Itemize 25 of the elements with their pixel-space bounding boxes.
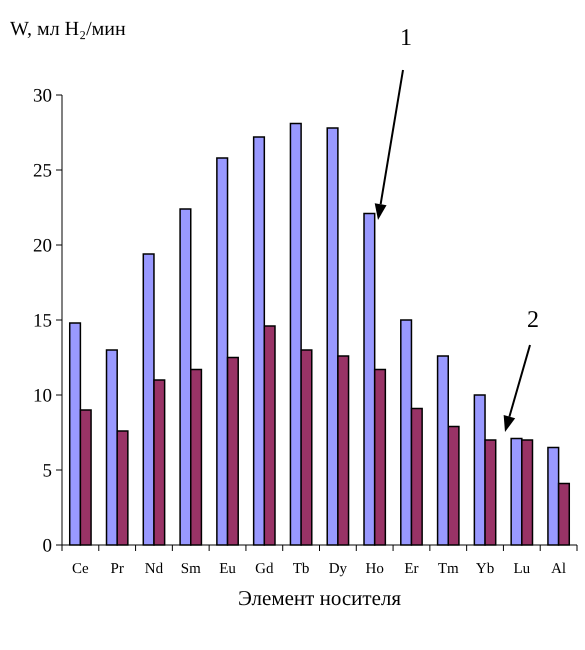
x-tick-label: Ho: [366, 561, 384, 577]
y-tick-label: 10: [33, 386, 52, 407]
x-tick-label: Eu: [219, 561, 236, 577]
y-tick-label: 30: [33, 86, 52, 107]
y-tick-label: 0: [42, 536, 52, 557]
x-tick-label: Pr: [110, 561, 124, 577]
x-tick-label: Er: [404, 561, 419, 577]
x-tick-label: Sm: [180, 561, 202, 577]
x-tick-label: Tb: [292, 561, 310, 577]
x-tick-label: Dy: [328, 561, 348, 577]
y-tick-label: 5: [42, 460, 52, 482]
x-axis-title: Элемент носителя: [238, 586, 402, 610]
x-tick-label: Nd: [144, 561, 164, 577]
x-tick-label: Gd: [255, 561, 274, 577]
y-tick-label: 15: [33, 310, 52, 332]
x-tick-label: Tm: [438, 561, 459, 577]
y-tick-label: 20: [33, 236, 52, 257]
x-tick-label: Al: [551, 561, 566, 577]
y-axis-title: W, мл H₂/мин: [10, 18, 126, 40]
x-tick-label: Yb: [476, 561, 494, 577]
text: 1: [400, 25, 412, 51]
annotation: 2: [527, 307, 539, 333]
y-tick-label: 25: [33, 160, 52, 182]
x-tick-label: Lu: [513, 561, 531, 577]
x-tick-label: Ce: [72, 561, 90, 577]
